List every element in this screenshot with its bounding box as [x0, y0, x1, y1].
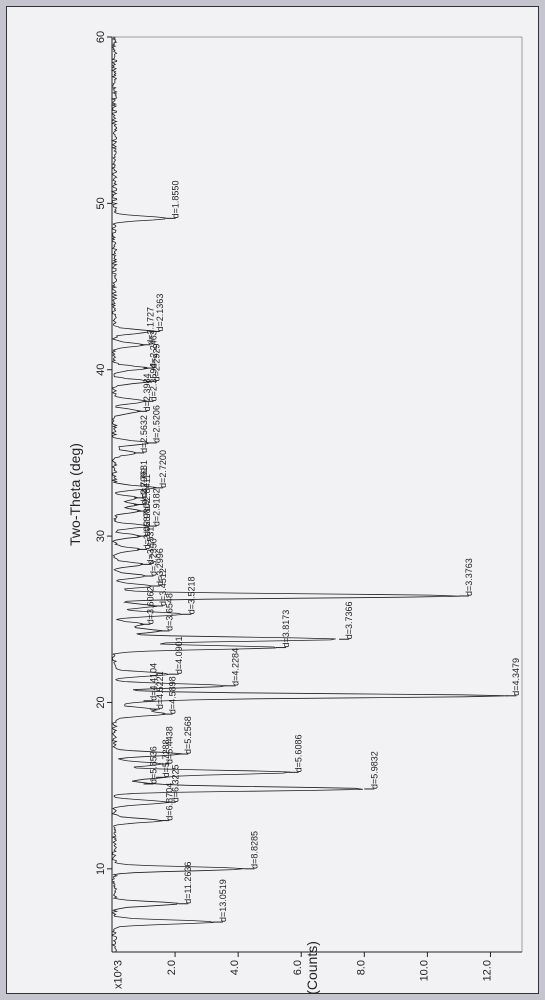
y-axis-label: Intensity(Counts) — [304, 941, 320, 995]
x-tick-label: 50 — [95, 197, 107, 209]
peak-label: d=2.5632 — [139, 415, 149, 453]
y-tick-label: 2.0 — [166, 960, 178, 975]
peak-label: d=4.2284 — [231, 648, 241, 686]
x-tick-label: 40 — [95, 364, 107, 376]
xrd-chart: 10 20 30 40 50 60 Two-Theta (deg) 2.0 4.0 6.0 8.0 1… — [7, 7, 540, 995]
peak-label: d=4.5898 — [167, 676, 177, 714]
peak-label: d=3.8173 — [281, 610, 291, 648]
y-scale-note: x10^3 — [112, 960, 124, 989]
peak-label: d=8.8285 — [249, 831, 259, 869]
peak-label: d=3.3763 — [464, 558, 474, 596]
peak-label: d=2.9182 — [152, 488, 162, 526]
peak-label: d=13.0519 — [218, 879, 228, 922]
peak-label: d=3.6062 — [145, 586, 155, 624]
x-tick-label: 60 — [95, 31, 107, 43]
peak-label: d=5.2568 — [183, 716, 193, 754]
peak-label: d=2.7681 — [139, 460, 149, 498]
peak-label: d=5.9832 — [369, 751, 379, 789]
peak-label: d=1.8550 — [171, 181, 181, 219]
peak-label: d=5.8536 — [149, 746, 159, 784]
x-tick-label: 20 — [95, 696, 107, 708]
peak-label: d=6.3225 — [171, 764, 181, 802]
peak-label: d=11.2636 — [183, 862, 193, 904]
y-tick-label: 10.0 — [418, 960, 430, 981]
x-axis-label: Two-Theta (deg) — [67, 443, 83, 546]
peak-label: d=3.7366 — [344, 601, 354, 639]
y-tick-label: 8.0 — [355, 960, 367, 975]
peak-label: d=5.4438 — [164, 726, 174, 764]
y-tick-label: 4.0 — [229, 960, 241, 975]
y-tick-label: 12.0 — [481, 960, 493, 981]
peak-label: d=4.0901 — [174, 636, 184, 674]
y-tick-label: 6.0 — [292, 960, 304, 975]
peak-label: d=4.3479 — [511, 658, 521, 696]
peak-label: d=2.1363 — [155, 294, 165, 332]
x-tick-label: 30 — [95, 530, 107, 542]
chart-frame: 10 20 30 40 50 60 Two-Theta (deg) 2.0 4.0 6.0 8.0 1… — [6, 6, 539, 994]
x-tick-label: 10 — [95, 863, 107, 875]
peak-label: d=5.6086 — [294, 735, 304, 773]
peak-label: d=2.7200 — [158, 450, 168, 488]
peak-label: d=3.5218 — [186, 576, 196, 614]
peak-label: d=2.5206 — [152, 405, 162, 443]
peak-label: d=4.4104 — [149, 663, 159, 701]
